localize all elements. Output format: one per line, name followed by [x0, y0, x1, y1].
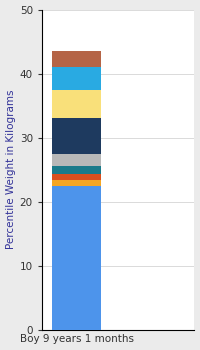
Bar [52, 186, 101, 330]
Bar [52, 154, 101, 166]
Y-axis label: Percentile Weight in Kilograms: Percentile Weight in Kilograms [6, 90, 16, 249]
Bar [52, 90, 101, 118]
Bar [52, 166, 101, 174]
Bar [52, 181, 101, 186]
Bar [52, 118, 101, 154]
Bar [52, 174, 101, 181]
Bar [52, 51, 101, 67]
Bar [52, 67, 101, 90]
